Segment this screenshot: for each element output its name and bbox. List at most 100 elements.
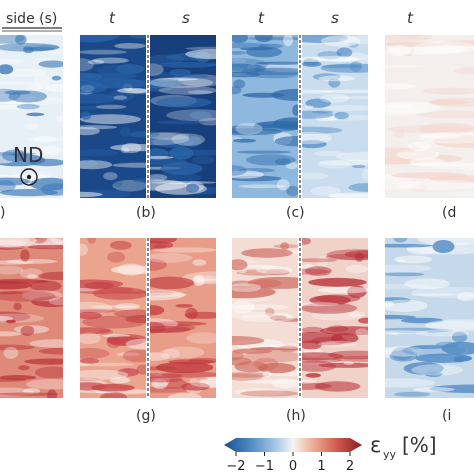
strain-blotch (166, 109, 216, 122)
strain-blotch (90, 305, 138, 309)
strain-blotch (321, 35, 361, 47)
strain-blotch (0, 344, 35, 351)
strain-blotch (271, 378, 298, 389)
strain-blotch (269, 343, 298, 349)
strain-blotch (403, 362, 444, 375)
strain-blotch (87, 238, 97, 244)
strain-blotch (38, 146, 62, 155)
strain-blotch (80, 93, 117, 104)
strain-blotch (233, 79, 246, 89)
strain-blotch (113, 180, 123, 187)
strain-blotch (330, 333, 359, 344)
strain-blotch (0, 177, 31, 186)
field-background (385, 35, 474, 198)
strain-blotch (187, 90, 214, 95)
strain-blotch (157, 120, 206, 125)
header-t-d: t (407, 9, 414, 27)
strain-blotch (13, 302, 22, 311)
strain-field-h-2 (302, 238, 368, 398)
strain-blotch (269, 315, 287, 320)
strain-blotch (355, 328, 368, 337)
strain-blotch (395, 259, 406, 263)
strain-blotch (175, 304, 194, 308)
strain-blotch (152, 247, 216, 253)
strain-blotch (232, 51, 247, 55)
strain-blotch (386, 103, 413, 108)
strain-blotch (420, 47, 466, 52)
strain-blotch (185, 307, 198, 320)
strain-blotch (92, 57, 129, 64)
strain-blotch (153, 244, 167, 249)
strain-blotch (424, 319, 474, 332)
strain-blotch (339, 35, 368, 45)
strain-blotch (206, 62, 216, 66)
strain-blotch (193, 275, 216, 282)
strain-blotch (80, 158, 98, 169)
strain-blotch (29, 280, 62, 292)
strain-blotch (150, 132, 190, 146)
strain-blotch (336, 47, 353, 58)
strain-blotch (80, 149, 119, 157)
strain-blotch (0, 81, 41, 86)
strain-blotch (408, 161, 474, 167)
strain-blotch (232, 63, 266, 74)
strain-blotch (98, 328, 114, 335)
strain-blotch (314, 115, 339, 122)
strain-blotch (242, 92, 285, 98)
strain-blotch (80, 191, 103, 198)
strain-blotch (317, 160, 351, 169)
strain-blotch (345, 264, 368, 274)
strain-blotch (107, 251, 126, 263)
strain-blotch (150, 376, 184, 383)
strain-blotch (396, 149, 440, 160)
strain-blotch (29, 158, 63, 167)
strain-blotch (396, 180, 474, 191)
strain-blotch (302, 110, 334, 119)
strain-blotch (448, 190, 474, 196)
strain-blotch (89, 77, 146, 89)
strain-blotch (404, 278, 451, 290)
strain-blotch (189, 111, 212, 120)
strain-blotch (285, 161, 298, 170)
strain-blotch (452, 331, 468, 343)
strain-blotch (150, 179, 187, 191)
header-s-b: s (182, 9, 190, 27)
strain-blotch (150, 292, 188, 297)
panel-label-h: (h) (286, 408, 306, 424)
field-background (80, 35, 146, 198)
strain-blotch (275, 158, 291, 166)
strain-blotch (302, 302, 340, 307)
colorbar: −2 −1 0 1 2 ε yy [%] (224, 433, 437, 474)
strain-blotch (409, 157, 446, 167)
strain-blotch (150, 174, 168, 181)
strain-blotch (169, 146, 194, 160)
strain-field-i-1 (385, 238, 474, 398)
strain-blotch (121, 142, 142, 154)
strain-blotch (6, 259, 58, 264)
strain-blotch (435, 341, 459, 348)
strain-blotch (272, 117, 298, 130)
strain-blotch (110, 144, 146, 152)
strain-blotch (232, 372, 270, 378)
strain-blotch (432, 240, 455, 253)
strain-blotch (385, 330, 429, 335)
strain-blotch (125, 338, 146, 350)
strain-field-b-2 (150, 35, 216, 198)
strain-blotch (262, 371, 272, 378)
strain-blotch (0, 291, 23, 295)
strain-blotch (161, 371, 216, 378)
strain-blotch (150, 321, 207, 327)
strain-blotch (352, 164, 366, 169)
strain-blotch (51, 75, 62, 81)
strain-blotch (198, 117, 216, 126)
strain-blotch (286, 185, 298, 197)
strain-blotch (41, 49, 63, 55)
strain-blotch (150, 276, 195, 290)
strain-blotch (385, 272, 425, 277)
strain-blotch (43, 84, 63, 92)
strain-blotch (241, 248, 293, 258)
strain-blotch (38, 271, 63, 280)
strain-blotch (83, 73, 138, 79)
strain-blotch (31, 296, 63, 308)
